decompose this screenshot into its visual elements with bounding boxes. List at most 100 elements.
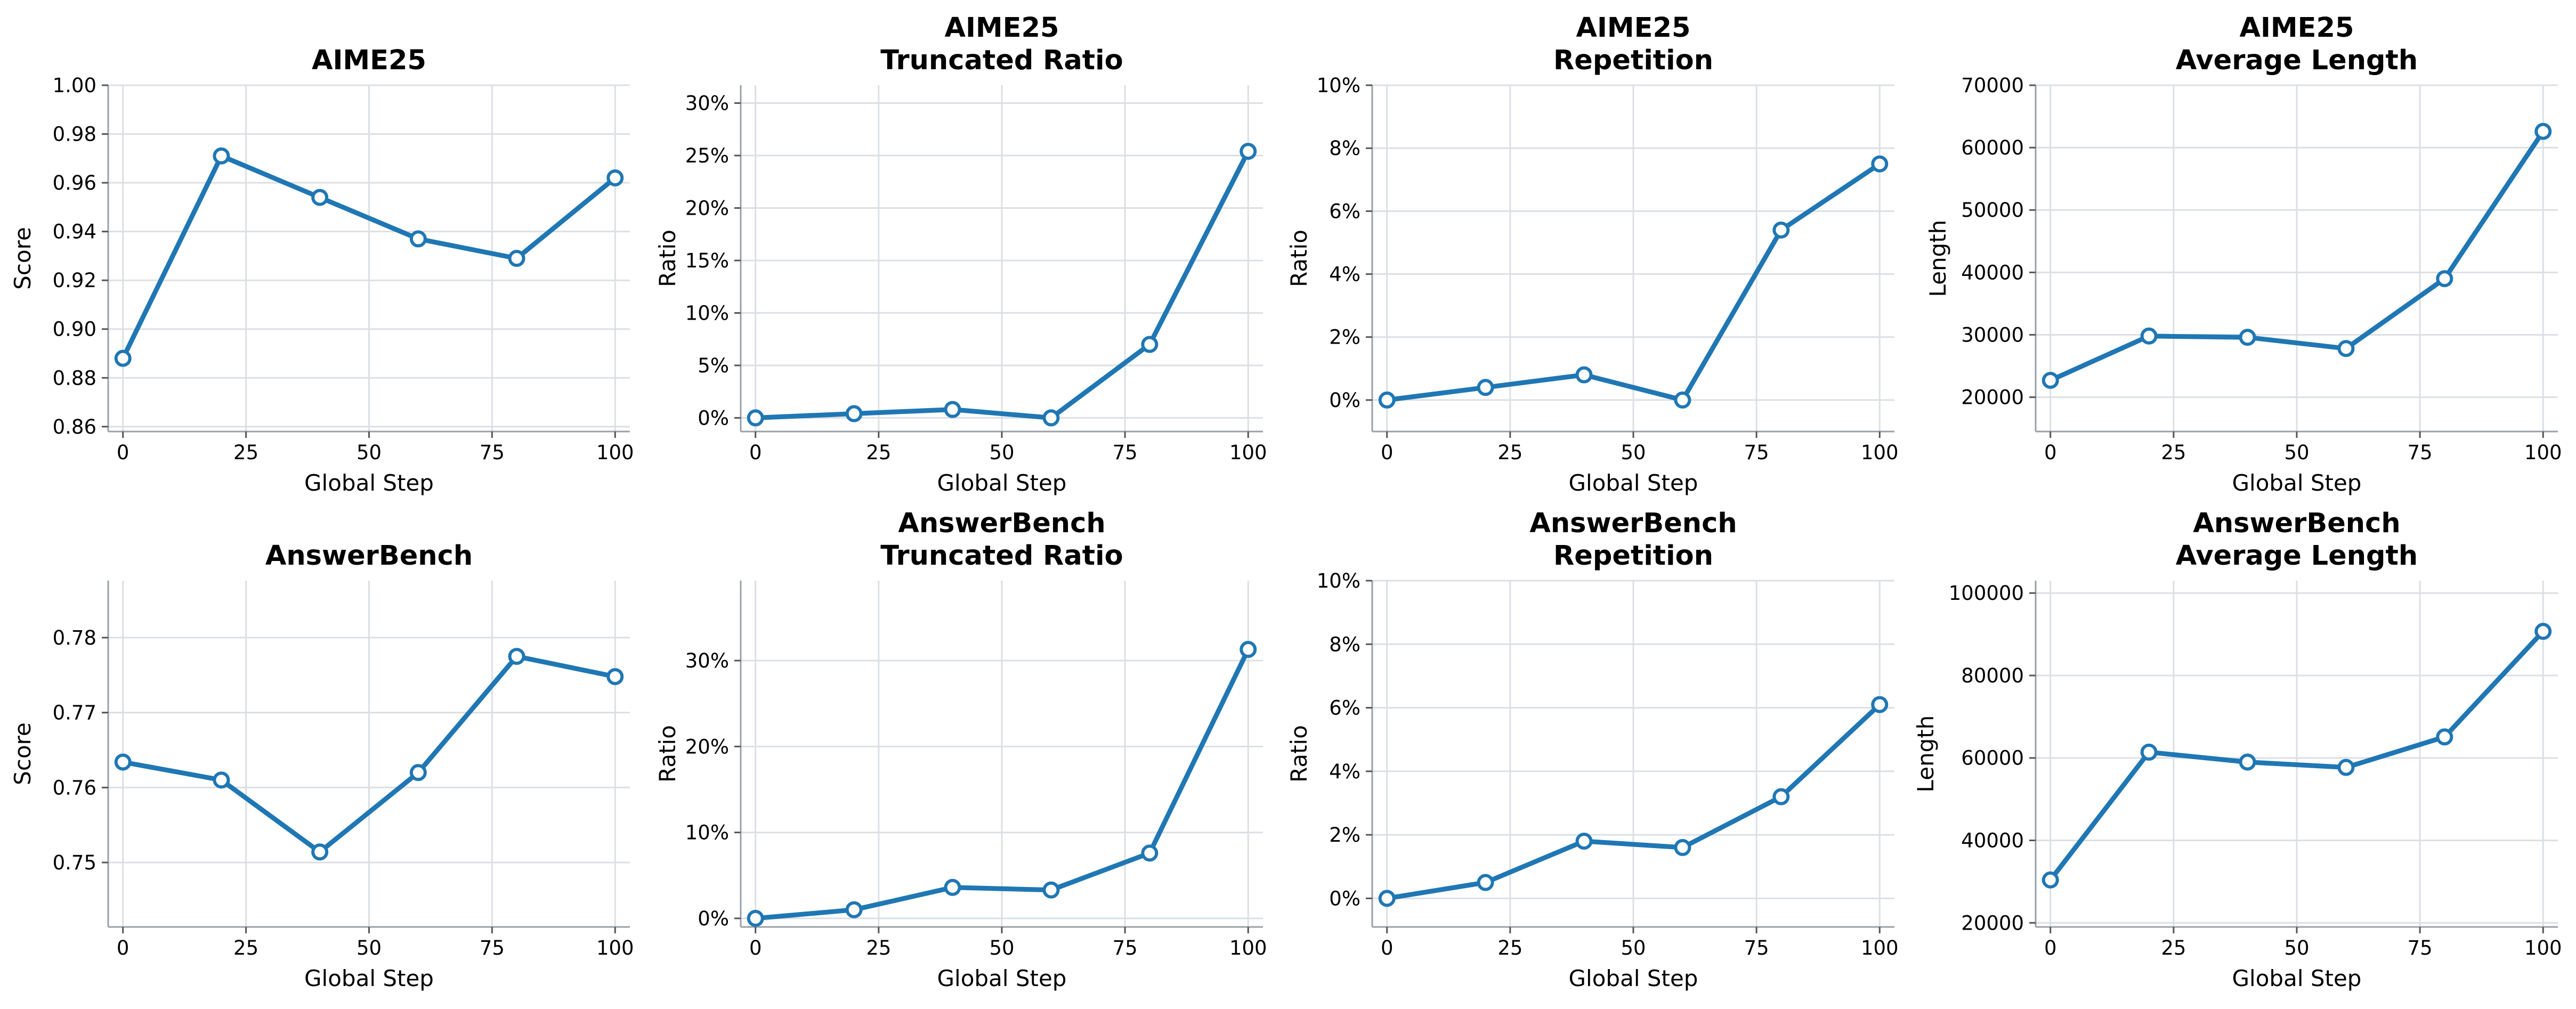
x-tick-label: 50	[1621, 441, 1646, 464]
y-tick-label: 25%	[685, 144, 729, 167]
y-tick-label: 0.90	[53, 318, 96, 341]
y-tick-label: 70000	[1961, 74, 2024, 97]
chart-title: AnswerBench	[2193, 508, 2400, 539]
x-tick-label: 0	[2044, 937, 2057, 959]
series-line	[2048, 129, 2546, 383]
x-axis-label: Global Step	[937, 965, 1067, 991]
y-tick-label: 10%	[1317, 569, 1360, 592]
x-axis-label: Global Step	[304, 470, 434, 496]
y-tick-label: 8%	[1329, 633, 1360, 656]
data-point	[1141, 336, 1159, 353]
data-point	[747, 909, 764, 927]
data-point	[114, 349, 132, 367]
x-tick-label: 0	[749, 441, 762, 464]
x-tick-label: 0	[117, 937, 129, 959]
y-tick-label: 0.98	[53, 123, 96, 146]
x-tick-label: 50	[989, 441, 1014, 464]
chart-title: AIME25	[1576, 12, 1690, 44]
data-point	[1871, 696, 1889, 713]
series-line	[1384, 161, 1882, 403]
subplot-6: 0 25 50 75 100 0% 10% 20% 30% Global Step Ratio Ans…	[654, 508, 1267, 991]
data-point	[2337, 759, 2355, 776]
data-point	[944, 878, 961, 896]
y-axis-label: Ratio	[1286, 230, 1312, 287]
x-tick-label: 25	[1497, 441, 1522, 464]
y-tick-label: 2%	[1329, 326, 1360, 349]
y-tick-label: 6%	[1329, 697, 1360, 720]
data-point	[845, 405, 863, 422]
data-point	[845, 901, 863, 918]
y-tick-label: 0.88	[53, 367, 96, 389]
x-axis-label: Global Step	[304, 965, 434, 991]
data-point	[606, 169, 624, 186]
x-tick-label: 100	[596, 937, 634, 959]
y-tick-label: 8%	[1329, 137, 1360, 160]
series-line	[2048, 629, 2546, 883]
series-line	[753, 647, 1251, 921]
x-tick-label: 50	[2284, 441, 2309, 464]
y-axis-label: Ratio	[654, 230, 681, 287]
y-tick-label: 0%	[698, 907, 729, 930]
x-tick-label: 50	[357, 937, 382, 959]
data-point	[508, 250, 525, 267]
x-tick-label: 75	[1744, 937, 1769, 959]
data-point	[1575, 366, 1593, 384]
x-tick-label: 0	[1381, 937, 1394, 959]
y-tick-label: 0.78	[53, 626, 96, 649]
y-tick-label: 10%	[685, 302, 729, 324]
y-tick-label: 6%	[1329, 200, 1360, 223]
y-tick-label: 2%	[1329, 824, 1360, 847]
x-tick-label: 0	[117, 441, 129, 464]
data-point	[1141, 844, 1159, 862]
data-point	[1042, 881, 1060, 899]
y-tick-label: 30000	[1961, 323, 2024, 346]
y-axis-label: Length	[1913, 715, 1939, 793]
y-tick-label: 40000	[1961, 829, 2024, 852]
data-point	[409, 764, 427, 782]
y-tick-label: 60000	[1961, 747, 2024, 770]
y-tick-label: 0.77	[53, 702, 96, 725]
y-axis-label: Score	[10, 227, 36, 290]
y-tick-label: 0.76	[53, 776, 96, 799]
y-tick-label: 0.92	[53, 269, 96, 292]
x-tick-label: 50	[989, 937, 1014, 959]
x-tick-label: 0	[749, 937, 762, 959]
x-axis-label: Global Step	[1569, 965, 1698, 991]
data-point	[1772, 221, 1790, 239]
subplot-2: 0 25 50 75 100 0% 5% 10% 15% 20% 25% 30% Global Step…	[654, 12, 1267, 496]
data-point	[1477, 874, 1494, 891]
data-point	[508, 648, 525, 665]
y-tick-label: 50000	[1961, 199, 2024, 222]
y-tick-label: 20000	[1961, 386, 2024, 409]
y-tick-label: 1.00	[53, 74, 96, 97]
x-tick-label: 25	[866, 441, 891, 464]
subplot-3: 0 25 50 75 100 0% 2% 4% 6% 8% 10% Global Step Ratio A…	[1286, 12, 1899, 496]
series-line	[120, 654, 618, 855]
x-tick-label: 50	[2284, 937, 2309, 959]
chart-title: Average Length	[2176, 45, 2418, 76]
subplot-5: 0 25 50 75 100 0.75 0.76 0.77 0.78 Global Step Sco…	[10, 540, 634, 991]
data-point	[2239, 329, 2256, 346]
data-point	[2436, 270, 2453, 288]
data-point	[409, 230, 427, 248]
x-tick-label: 100	[1229, 441, 1267, 464]
x-tick-label: 50	[357, 441, 382, 464]
data-point	[2042, 871, 2059, 889]
chart-title: AnswerBench	[265, 540, 473, 572]
x-tick-label: 25	[866, 937, 891, 959]
data-point	[311, 189, 329, 206]
data-point	[1674, 391, 1691, 409]
x-axis-label: Global Step	[2232, 965, 2362, 991]
subplot-4: 0 25 50 75 100 20000 30000 40000 50000 60000 70000…	[1925, 12, 2562, 496]
series-line	[1384, 702, 1882, 901]
chart-title: Truncated Ratio	[880, 45, 1123, 76]
y-tick-label: 5%	[698, 354, 729, 377]
x-tick-label: 50	[1621, 937, 1646, 959]
x-tick-label: 0	[2044, 441, 2057, 464]
y-tick-label: 20%	[685, 735, 729, 758]
x-tick-label: 100	[2524, 937, 2562, 959]
data-point	[1871, 155, 1889, 173]
x-tick-label: 100	[1861, 937, 1899, 959]
data-point	[2239, 753, 2256, 771]
y-tick-label: 20000	[1961, 912, 2024, 934]
